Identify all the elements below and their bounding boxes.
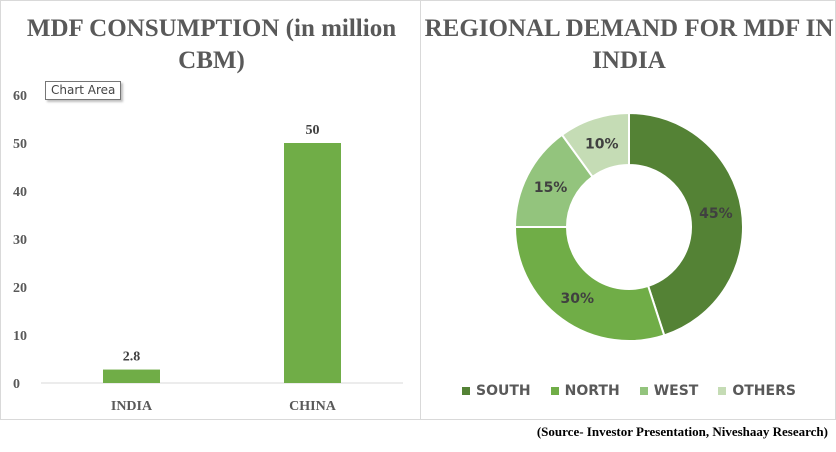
slice-label: 45%	[699, 206, 733, 222]
y-tick-label: 60	[13, 89, 27, 104]
bar-china	[284, 143, 341, 383]
data-label: 50	[306, 123, 320, 138]
donut-chart-title: REGIONAL DEMAND FOR MDF IN INDIA	[424, 15, 834, 74]
slice-south	[628, 111, 744, 337]
legend-item-west: WEST	[639, 383, 699, 399]
slice-north	[513, 226, 666, 342]
legend-item-south: SOUTH	[462, 383, 531, 399]
x-tick-label: CHINA	[289, 399, 337, 414]
slice-others	[560, 111, 630, 179]
bar-chart-title: MDF CONSUMPTION (in million CBM)	[26, 15, 397, 74]
legend-swatch	[550, 387, 559, 395]
data-label: 2.8	[123, 350, 141, 365]
donut-chart-panel[interactable]: REGIONAL DEMAND FOR MDF IN INDIA 45% 30% 1…	[420, 0, 836, 420]
chart-area-tooltip: Chart Area	[45, 81, 122, 100]
legend-label: WEST	[653, 383, 699, 399]
y-tick-label: 40	[13, 185, 27, 200]
legend-label: SOUTH	[476, 383, 531, 399]
bar-chart-panel[interactable]: MDF CONSUMPTION (in million CBM) Chart A…	[0, 0, 421, 420]
donut-chart-plot: 45% 30% 15% 10%	[513, 111, 744, 342]
y-tick-label: 20	[13, 281, 27, 296]
bar-chart-plot: 0 10 20 30 40 50 60 2.8 INDIA 50 CHINA	[13, 89, 403, 414]
slice-label: 30%	[561, 291, 595, 307]
y-tick-label: 0	[13, 377, 20, 392]
bar-india	[103, 369, 160, 383]
legend-label: NORTH	[564, 383, 620, 399]
donut-legend: SOUTH NORTH WEST OTHERS	[421, 383, 836, 399]
legend-swatch	[462, 387, 471, 395]
legend-swatch	[718, 387, 727, 395]
slice-label: 10%	[585, 136, 619, 152]
x-tick-label: INDIA	[111, 399, 153, 414]
legend-swatch	[639, 387, 648, 395]
legend-label: OTHERS	[732, 383, 796, 399]
source-note: (Source- Investor Presentation, Niveshaa…	[536, 424, 828, 439]
legend-item-others: OTHERS	[718, 383, 796, 399]
slice-label: 15%	[534, 180, 568, 196]
y-tick-label: 50	[13, 137, 27, 152]
y-tick-label: 30	[13, 233, 27, 248]
legend-item-north: NORTH	[550, 383, 620, 399]
y-tick-label: 10	[13, 329, 27, 344]
